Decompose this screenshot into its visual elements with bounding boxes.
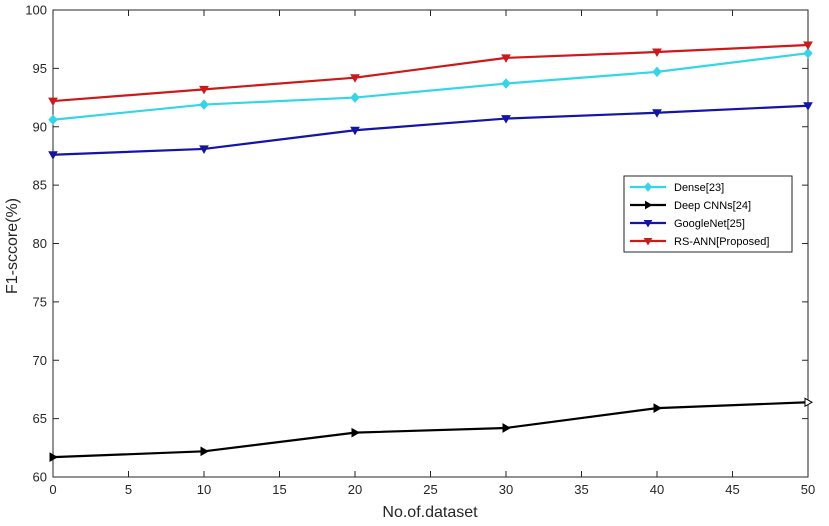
- legend-label: Dense[23]: [674, 182, 724, 194]
- y-tick-label: 65: [33, 411, 47, 426]
- series-line: [52, 43, 809, 103]
- data-point: [653, 403, 663, 413]
- x-tick-label: 10: [197, 482, 211, 497]
- data-point: [350, 92, 360, 103]
- y-tick-label: 75: [33, 294, 47, 309]
- legend: Dense[23] Deep CNNs[24] GoogleNet[25] RS-AN…: [623, 175, 793, 253]
- y-tick-label: 80: [33, 236, 47, 251]
- data-point: [803, 41, 813, 51]
- data-point: [501, 115, 511, 124]
- data-point: [652, 66, 662, 78]
- data-point: [48, 97, 58, 107]
- legend-swatch-marker: [643, 182, 653, 192]
- legend-box: [623, 175, 793, 253]
- legend-label: RS-ANN[Proposed]: [674, 236, 769, 248]
- data-point: [199, 85, 209, 95]
- series-line: [52, 52, 809, 121]
- series-1: [48, 47, 813, 125]
- x-tick-label: 35: [574, 482, 588, 497]
- data-point: [652, 109, 662, 118]
- data-point: [652, 48, 662, 58]
- y-tick-label: 90: [33, 119, 47, 134]
- legend-swatch-marker: [643, 238, 653, 246]
- ticks-layer: 0 5 10 15 20 25 30 35 40 45 50 60 65 70 75 80 85 90 95 100: [25, 3, 815, 498]
- legend-swatch-marker: [643, 220, 653, 228]
- data-point: [200, 446, 210, 457]
- data-point: [351, 427, 361, 438]
- x-tick-label: 50: [801, 482, 815, 497]
- x-tick-label: 15: [272, 482, 286, 497]
- x-tick-label: 30: [499, 482, 513, 497]
- series-3: [48, 102, 813, 160]
- legend-item: RS-ANN[Proposed]: [630, 236, 769, 248]
- legend-label: GoogleNet[25]: [674, 218, 745, 230]
- data-point: [803, 47, 813, 59]
- data-point: [804, 397, 814, 408]
- data-point: [803, 102, 813, 111]
- legend-item: GoogleNet[25]: [630, 218, 745, 230]
- data-point: [199, 99, 209, 110]
- data-point: [199, 145, 209, 154]
- x-tick-label: 40: [650, 482, 664, 497]
- legend-label: Deep CNNs[24]: [674, 200, 751, 212]
- data-point: [501, 78, 511, 89]
- legend-item: Dense[23]: [630, 182, 724, 194]
- series-layer: [48, 41, 814, 463]
- series-2: [49, 397, 814, 463]
- x-tick-label: 25: [423, 482, 437, 497]
- y-tick-label: 60: [33, 470, 47, 485]
- y-tick-label: 70: [33, 353, 47, 368]
- data-point: [501, 54, 511, 63]
- x-tick-label: 20: [348, 482, 362, 497]
- y-tick-label: 100: [25, 3, 47, 18]
- x-tick-label: 0: [49, 482, 56, 497]
- x-axis-label: No.of.dataset: [382, 504, 478, 521]
- legend-item: Deep CNNs[24]: [630, 200, 751, 212]
- series-4: [48, 41, 813, 107]
- legend-swatch-marker: [645, 200, 653, 210]
- data-point: [48, 114, 58, 125]
- data-point: [49, 452, 59, 463]
- data-point: [502, 423, 512, 433]
- x-tick-label: 45: [725, 482, 739, 497]
- y-tick-label: 95: [33, 61, 47, 76]
- data-point: [48, 151, 58, 160]
- y-tick-label: 85: [33, 178, 47, 193]
- y-axis-label: F1-sccore(%): [4, 198, 21, 294]
- data-point: [350, 126, 360, 136]
- data-point: [350, 74, 360, 83]
- x-tick-label: 5: [125, 482, 132, 497]
- series-line: [52, 401, 809, 459]
- series-line: [52, 104, 809, 156]
